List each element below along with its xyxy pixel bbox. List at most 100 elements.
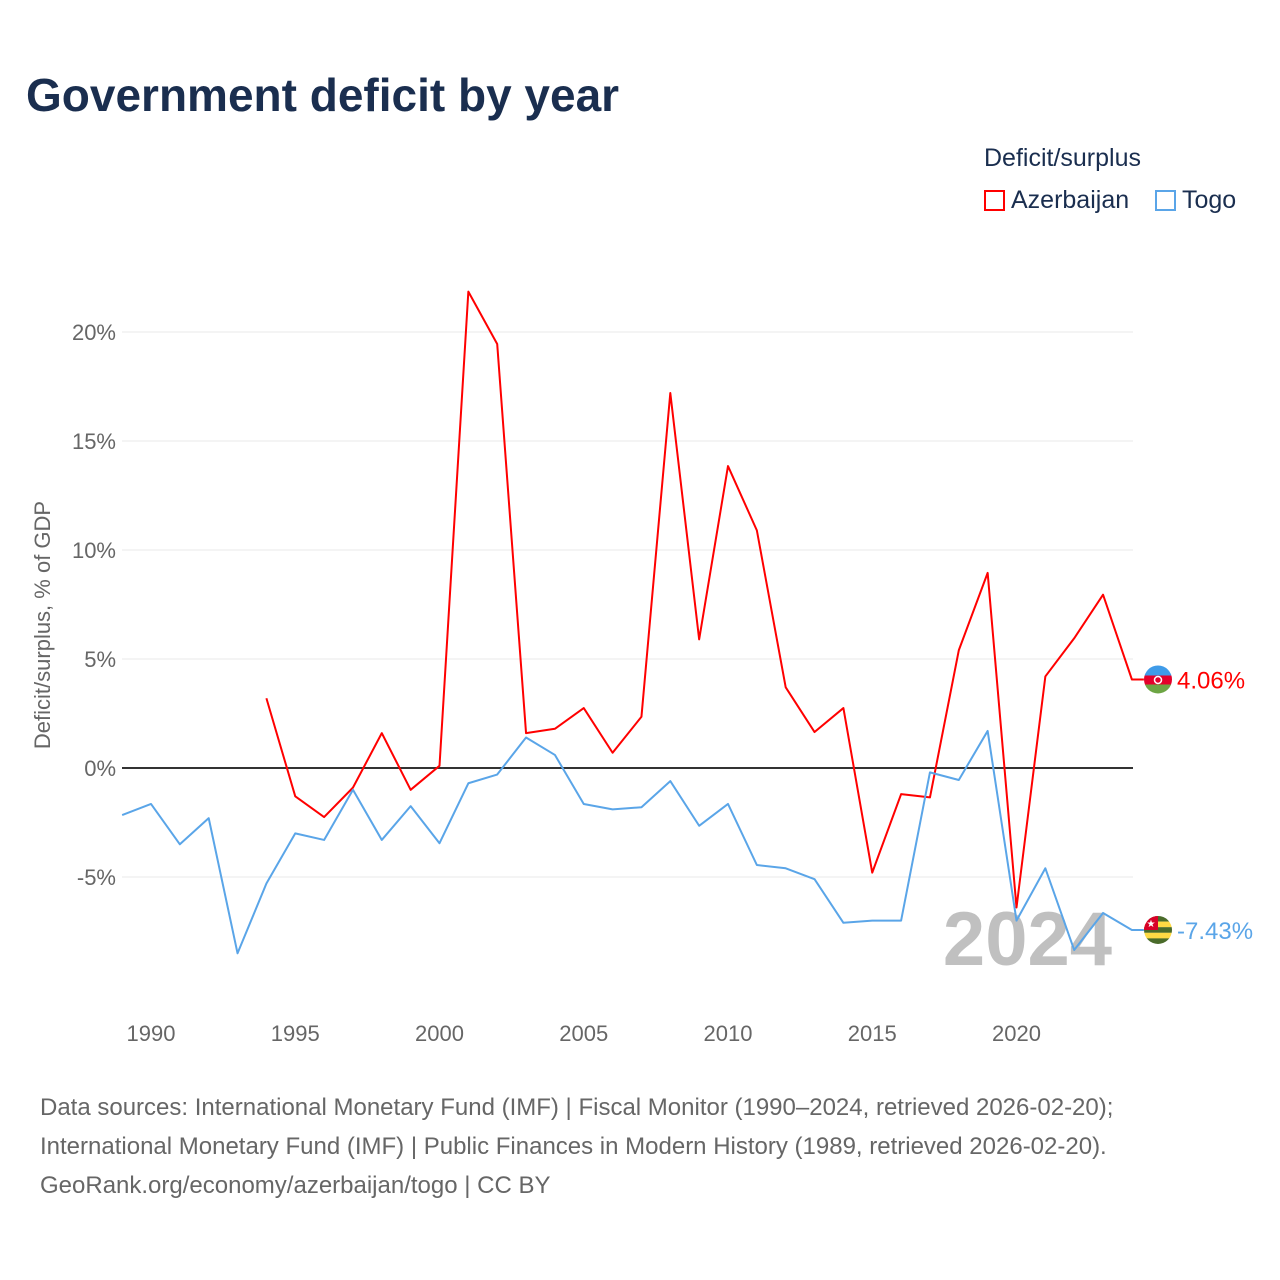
- x-tick-label: 2015: [848, 1021, 897, 1046]
- data-point: [292, 830, 298, 836]
- data-point: [581, 705, 587, 711]
- source-line: International Monetary Fund (IMF) | Publ…: [40, 1133, 1107, 1160]
- data-point: [927, 794, 933, 800]
- flag-body: ★: [1144, 915, 1172, 944]
- x-tick-label: 2000: [415, 1021, 464, 1046]
- data-point: [783, 865, 789, 871]
- year-watermark: 2024: [943, 897, 1112, 982]
- data-point: [696, 823, 702, 829]
- y-axis-label: Deficit/surplus, % of GDP: [30, 501, 55, 749]
- data-point: [985, 728, 991, 734]
- data-point: [465, 780, 471, 786]
- flag-icon-azerbaijan: [1144, 665, 1172, 694]
- data-point: [206, 815, 212, 821]
- data-point: [437, 840, 443, 846]
- data-point: [696, 636, 702, 642]
- legend-swatch-togo: [1155, 190, 1176, 211]
- data-point: [552, 752, 558, 758]
- data-point: [1071, 947, 1077, 953]
- data-point: [812, 876, 818, 882]
- data-point: [263, 881, 269, 887]
- flag-star: ★: [1147, 919, 1156, 930]
- data-point: [754, 862, 760, 868]
- x-tick-label: 2020: [992, 1021, 1041, 1046]
- data-point: [985, 570, 991, 576]
- x-tick-label: 2010: [704, 1021, 753, 1046]
- flag-stripe: [1144, 675, 1172, 685]
- data-point: [321, 814, 327, 820]
- data-point: [610, 806, 616, 812]
- legend-item-azerbaijan[interactable]: Azerbaijan: [984, 186, 1129, 215]
- data-point: [1071, 635, 1077, 641]
- data-point: [725, 463, 731, 469]
- legend-swatch-azerbaijan: [984, 190, 1005, 211]
- y-tick-label: -5%: [77, 865, 116, 890]
- series-line-togo: [121, 729, 1144, 955]
- end-value-label: 4.06%: [1177, 667, 1245, 694]
- flag-stripe: [1144, 684, 1172, 694]
- data-point: [235, 950, 241, 956]
- data-point: [812, 729, 818, 735]
- source-link[interactable]: GeoRank.org/economy/azerbaijan/togo | CC…: [40, 1172, 551, 1199]
- legend-label: Azerbaijan: [1011, 186, 1130, 214]
- data-point: [581, 801, 587, 807]
- data-point: [1042, 673, 1048, 679]
- data-point: [956, 777, 962, 783]
- source-note: Data sources: International Monetary Fun…: [40, 1088, 1113, 1205]
- data-point: [408, 787, 414, 793]
- data-point: [292, 793, 298, 799]
- data-point: [610, 750, 616, 756]
- data-point: [869, 870, 875, 876]
- data-point: [379, 837, 385, 843]
- flag-stripe: [1144, 665, 1172, 676]
- x-tick-label: 1990: [127, 1021, 176, 1046]
- data-point: [840, 920, 846, 926]
- x-tick-label: 1995: [271, 1021, 320, 1046]
- chart-title: Government deficit by year: [26, 69, 620, 121]
- end-value-label: -7.43%: [1177, 918, 1253, 945]
- legend-title: Deficit/surplus: [984, 144, 1141, 172]
- data-point: [725, 801, 731, 807]
- data-point: [869, 918, 875, 924]
- data-point: [667, 390, 673, 396]
- data-point: [927, 769, 933, 775]
- y-tick-label: 5%: [84, 647, 116, 672]
- data-point: [638, 714, 644, 720]
- data-point: [523, 734, 529, 740]
- data-point: [465, 289, 471, 295]
- data-point: [263, 695, 269, 701]
- legend-label: Togo: [1182, 186, 1237, 214]
- series-line-azerbaijan: [265, 290, 1144, 909]
- data-point: [494, 772, 500, 778]
- y-tick-label: 0%: [84, 756, 116, 781]
- y-tick-label: 20%: [72, 320, 116, 345]
- flag-body: [1144, 665, 1172, 694]
- data-point: [1014, 918, 1020, 924]
- data-point: [552, 726, 558, 732]
- flag-stripe: [1144, 938, 1172, 944]
- flag-crescent: [1153, 675, 1163, 685]
- data-point: [119, 812, 125, 818]
- flag-icon-togo: ★: [1144, 915, 1172, 944]
- data-point: [350, 787, 356, 793]
- data-point: [754, 527, 760, 533]
- flag-stripe: [1144, 932, 1172, 939]
- y-tick-label: 15%: [72, 429, 116, 454]
- data-point: [1129, 927, 1135, 933]
- data-point: [898, 791, 904, 797]
- data-point: [1129, 676, 1135, 682]
- legend-item-togo[interactable]: Togo: [1155, 186, 1236, 215]
- data-point: [1100, 910, 1106, 916]
- data-point: [638, 804, 644, 810]
- data-point: [379, 730, 385, 736]
- source-line: Data sources: International Monetary Fun…: [40, 1094, 1114, 1121]
- flag-stripe: [1144, 927, 1172, 933]
- data-point: [840, 705, 846, 711]
- data-point: [1100, 592, 1106, 598]
- data-point: [408, 803, 414, 809]
- data-point: [667, 778, 673, 784]
- data-point: [321, 837, 327, 843]
- data-point: [898, 918, 904, 924]
